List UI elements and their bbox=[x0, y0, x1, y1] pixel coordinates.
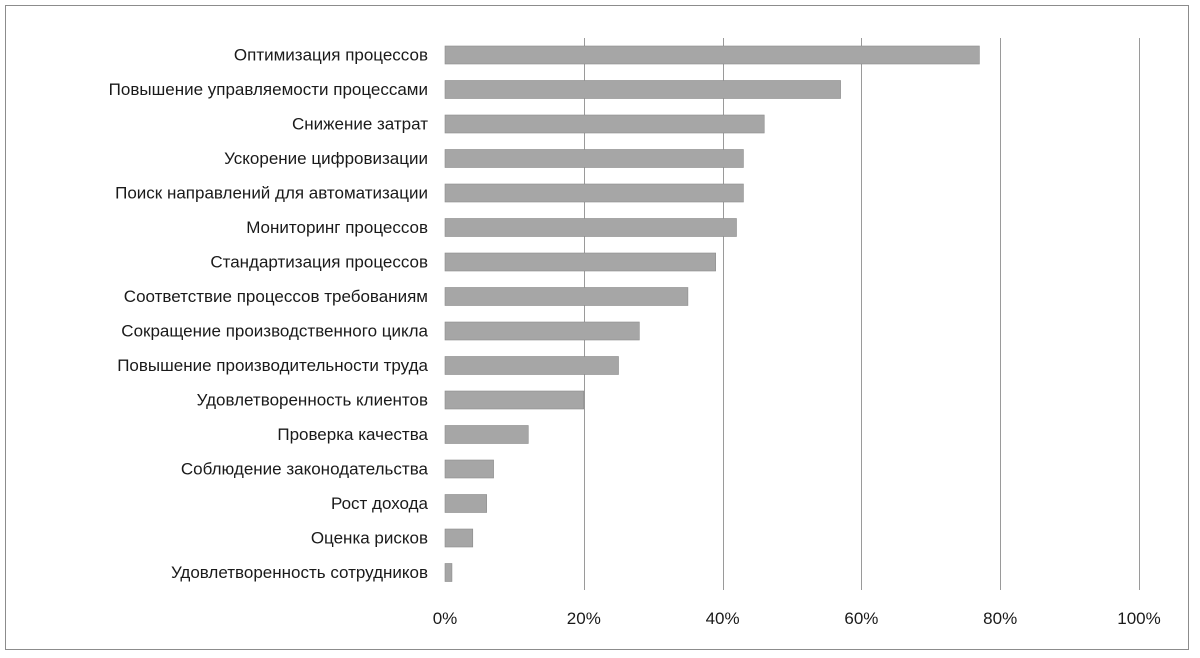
bar bbox=[444, 321, 640, 341]
category-label: Проверка качества bbox=[277, 425, 428, 444]
bar bbox=[444, 45, 980, 65]
category-label: Повышение производительности труда bbox=[117, 356, 428, 375]
category-label: Поиск направлений для автоматизации bbox=[115, 184, 428, 203]
bar bbox=[444, 183, 744, 203]
bar bbox=[444, 252, 716, 272]
bar bbox=[444, 390, 585, 410]
x-tick-label: 60% bbox=[844, 609, 878, 628]
category-label: Соответствие процессов требованиям bbox=[124, 287, 428, 306]
bar bbox=[444, 114, 765, 134]
x-tick-label: 0% bbox=[433, 609, 458, 628]
category-label: Сокращение производственного цикла bbox=[121, 322, 428, 341]
bar bbox=[444, 287, 689, 306]
bar bbox=[444, 356, 619, 375]
category-label: Стандартизация процессов bbox=[210, 253, 428, 272]
bar bbox=[444, 459, 494, 479]
category-label: Удовлетворенность клиентов bbox=[197, 391, 428, 410]
category-label: Оценка рисков bbox=[311, 529, 428, 548]
category-label: Снижение затрат bbox=[292, 115, 428, 134]
bars bbox=[444, 45, 980, 582]
category-labels: Оптимизация процессов Повышение управляем… bbox=[109, 46, 429, 583]
category-label: Повышение управляемости процессами bbox=[109, 80, 428, 99]
category-label: Мониторинг процессов bbox=[246, 218, 428, 237]
x-tick-label: 100% bbox=[1117, 609, 1160, 628]
bar bbox=[444, 528, 474, 548]
x-tick-label: 20% bbox=[567, 609, 601, 628]
category-label: Оптимизация процессов bbox=[234, 46, 428, 65]
bar bbox=[444, 80, 841, 99]
category-label: Ускорение цифровизации bbox=[224, 149, 428, 168]
x-tick-label: 40% bbox=[706, 609, 740, 628]
bar bbox=[444, 425, 529, 444]
bar bbox=[444, 149, 744, 168]
category-label: Удовлетворенность сотрудников bbox=[171, 563, 428, 582]
category-label: Рост дохода bbox=[331, 494, 429, 513]
bar bbox=[444, 494, 487, 513]
x-tick-label: 80% bbox=[983, 609, 1017, 628]
bar bbox=[444, 218, 737, 237]
category-label: Соблюдение законодательства bbox=[181, 460, 429, 479]
bar bbox=[444, 563, 453, 582]
x-axis-tick-labels: 0% 20% 40% 60% 80% 100% bbox=[433, 609, 1161, 628]
